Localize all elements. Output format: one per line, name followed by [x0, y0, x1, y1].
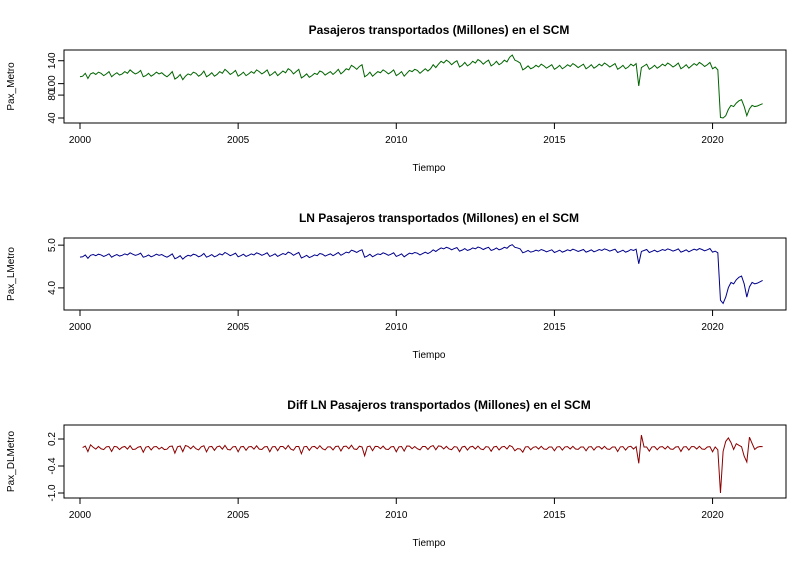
y-tick-label: -1.0 — [47, 484, 58, 502]
y-tick-label: 4.0 — [47, 281, 58, 295]
x-tick-label: 2010 — [385, 510, 408, 521]
x-axis-label: Tiempo — [413, 163, 446, 174]
x-tick-label: 2010 — [385, 322, 408, 333]
chart-title: Pasajeros transportados (Millones) en el… — [309, 23, 570, 37]
y-tick-label: 80 — [47, 89, 58, 101]
x-tick-label: 2000 — [69, 135, 92, 146]
chart-title: Diff LN Pasajeros transportados (Millone… — [287, 398, 590, 412]
y-axis-label: Pax_LMetro — [6, 247, 17, 301]
x-tick-label: 2010 — [385, 135, 408, 146]
y-tick-label: 40 — [47, 112, 58, 124]
x-tick-label: 2020 — [701, 135, 724, 146]
series-line — [82, 434, 763, 494]
plot-frame — [63, 49, 787, 124]
y-axis-label: Pax_Metro — [6, 62, 17, 111]
x-tick-label: 2015 — [543, 510, 566, 521]
x-tick-label: 2015 — [543, 135, 566, 146]
y-axis-label: Pax_DLMetro — [6, 430, 17, 492]
x-tick-label: 2020 — [701, 510, 724, 521]
chart-panel-2: LN Pasajeros transportados (Millones) en… — [6, 211, 787, 361]
x-tick-label: 2005 — [227, 510, 250, 521]
y-tick-label: 140 — [47, 52, 58, 69]
series-line — [79, 244, 763, 305]
y-tick-label: 0.2 — [47, 432, 58, 446]
x-tick-label: 2005 — [227, 322, 250, 333]
x-tick-label: 2020 — [701, 322, 724, 333]
chart-title: LN Pasajeros transportados (Millones) en… — [299, 211, 579, 225]
y-tick-label: -0.4 — [47, 457, 58, 475]
y-tick-label: 100 — [47, 75, 58, 92]
x-tick-label: 2000 — [69, 510, 92, 521]
x-tick-label: 2015 — [543, 322, 566, 333]
series-line — [79, 54, 763, 119]
x-axis-label: Tiempo — [413, 350, 446, 361]
chart-panel-3: Diff LN Pasajeros transportados (Millone… — [6, 398, 787, 549]
x-axis-label: Tiempo — [413, 538, 446, 549]
x-tick-label: 2000 — [69, 322, 92, 333]
x-tick-label: 2005 — [227, 135, 250, 146]
chart-panel-1: Pasajeros transportados (Millones) en el… — [6, 23, 787, 174]
plot-frame — [63, 424, 787, 499]
y-tick-label: 5.0 — [47, 238, 58, 252]
